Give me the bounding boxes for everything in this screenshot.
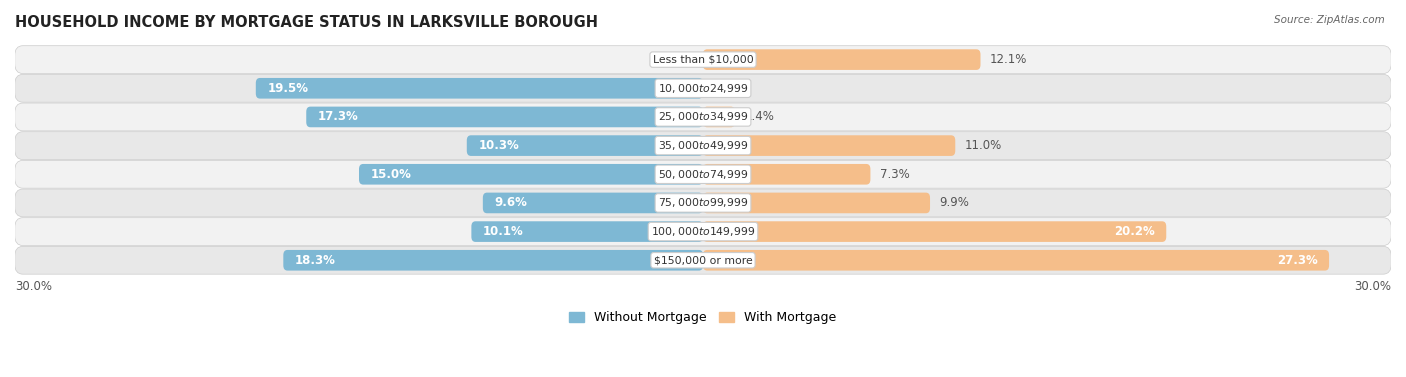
FancyBboxPatch shape [703, 221, 1166, 242]
FancyBboxPatch shape [703, 49, 980, 70]
Text: 17.3%: 17.3% [318, 110, 359, 123]
Text: 30.0%: 30.0% [1354, 280, 1391, 293]
Text: 9.9%: 9.9% [939, 196, 969, 210]
Text: Source: ZipAtlas.com: Source: ZipAtlas.com [1274, 15, 1385, 25]
Text: 11.0%: 11.0% [965, 139, 1001, 152]
Text: $150,000 or more: $150,000 or more [654, 255, 752, 265]
Text: 12.1%: 12.1% [990, 53, 1026, 66]
FancyBboxPatch shape [703, 193, 929, 213]
Text: 30.0%: 30.0% [15, 280, 52, 293]
FancyBboxPatch shape [15, 103, 1391, 131]
Text: $10,000 to $24,999: $10,000 to $24,999 [658, 82, 748, 95]
Text: 0.0%: 0.0% [662, 53, 692, 66]
FancyBboxPatch shape [256, 78, 703, 99]
FancyBboxPatch shape [15, 189, 1391, 217]
FancyBboxPatch shape [482, 193, 703, 213]
Text: $75,000 to $99,999: $75,000 to $99,999 [658, 196, 748, 210]
Legend: Without Mortgage, With Mortgage: Without Mortgage, With Mortgage [564, 306, 842, 329]
Text: $100,000 to $149,999: $100,000 to $149,999 [651, 225, 755, 238]
Text: HOUSEHOLD INCOME BY MORTGAGE STATUS IN LARKSVILLE BOROUGH: HOUSEHOLD INCOME BY MORTGAGE STATUS IN L… [15, 15, 598, 30]
FancyBboxPatch shape [703, 135, 955, 156]
Text: 18.3%: 18.3% [295, 254, 336, 267]
FancyBboxPatch shape [359, 164, 703, 185]
FancyBboxPatch shape [703, 107, 735, 127]
FancyBboxPatch shape [15, 132, 1391, 159]
Text: 0.0%: 0.0% [714, 82, 744, 95]
FancyBboxPatch shape [467, 135, 703, 156]
Text: 10.3%: 10.3% [478, 139, 519, 152]
FancyBboxPatch shape [15, 74, 1391, 102]
Text: 20.2%: 20.2% [1114, 225, 1154, 238]
Text: 15.0%: 15.0% [370, 168, 412, 181]
FancyBboxPatch shape [284, 250, 703, 271]
Text: 9.6%: 9.6% [495, 196, 527, 210]
FancyBboxPatch shape [15, 160, 1391, 188]
FancyBboxPatch shape [15, 218, 1391, 245]
Text: 10.1%: 10.1% [482, 225, 523, 238]
FancyBboxPatch shape [15, 46, 1391, 74]
Text: 1.4%: 1.4% [744, 110, 775, 123]
Text: 7.3%: 7.3% [880, 168, 910, 181]
Text: 19.5%: 19.5% [267, 82, 308, 95]
Text: Less than $10,000: Less than $10,000 [652, 55, 754, 64]
FancyBboxPatch shape [703, 164, 870, 185]
FancyBboxPatch shape [471, 221, 703, 242]
FancyBboxPatch shape [703, 250, 1329, 271]
Text: $35,000 to $49,999: $35,000 to $49,999 [658, 139, 748, 152]
FancyBboxPatch shape [307, 107, 703, 127]
Text: $50,000 to $74,999: $50,000 to $74,999 [658, 168, 748, 181]
Text: $25,000 to $34,999: $25,000 to $34,999 [658, 110, 748, 123]
FancyBboxPatch shape [15, 246, 1391, 274]
Text: 27.3%: 27.3% [1277, 254, 1317, 267]
